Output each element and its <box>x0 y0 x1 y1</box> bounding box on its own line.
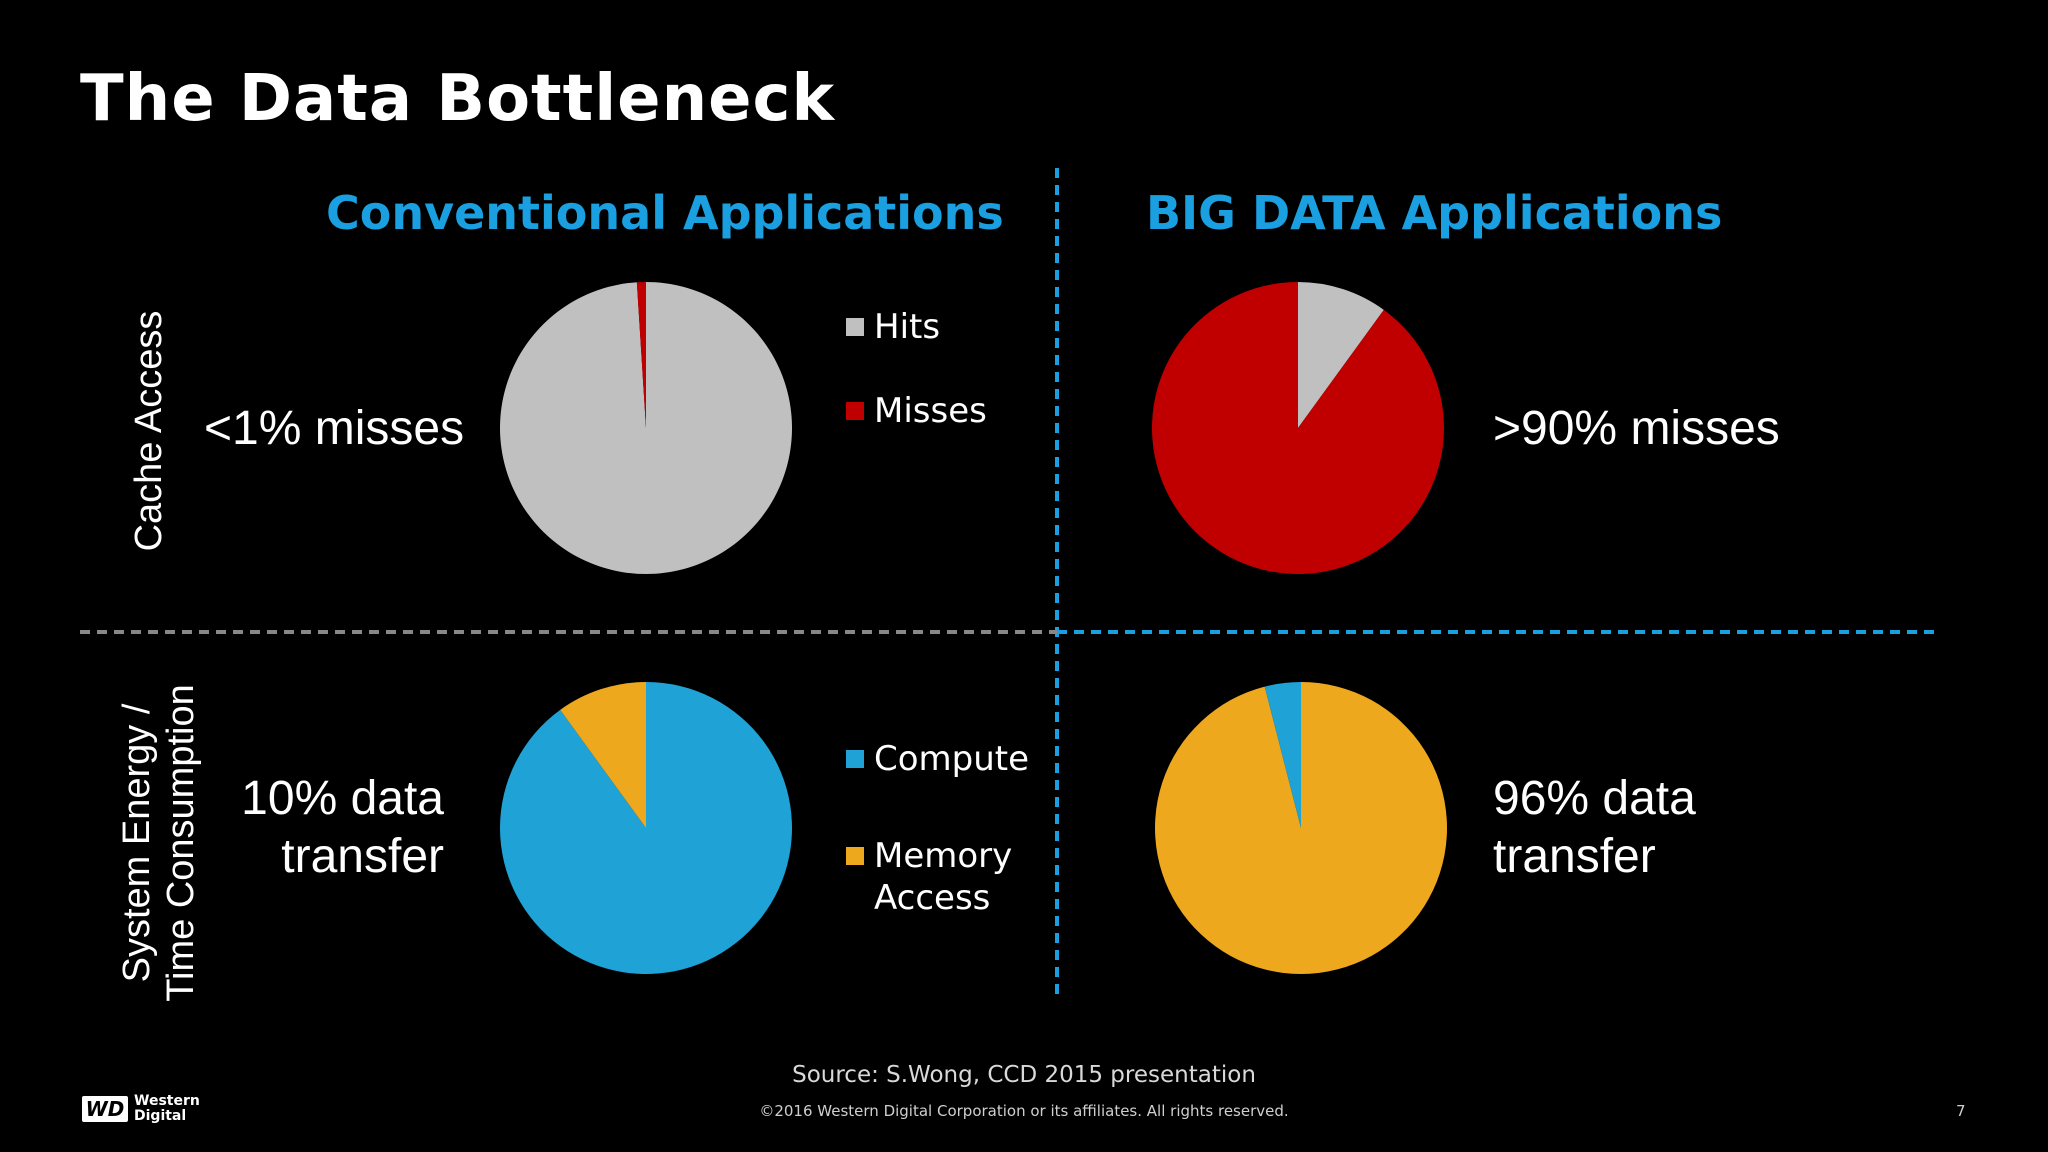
legend-label-hits: Hits <box>874 307 941 347</box>
pie-slice-memory-access <box>560 682 646 828</box>
legend-swatch-memory-access <box>846 847 864 865</box>
legend-label-misses: Misses <box>874 391 987 431</box>
bigdata-energy-annotation-line2: transfer <box>1493 830 1656 883</box>
legend-label-memory-line1: Memory <box>874 836 1013 876</box>
logo-wordmark-line1: Western <box>134 1093 200 1109</box>
column-heading-conventional: Conventional Applications <box>326 186 1004 240</box>
bigdata-energy-annotation-line1: 96% data <box>1493 772 1696 825</box>
legend-swatch-hits <box>846 318 864 336</box>
pie-slice-hits <box>1298 282 1384 428</box>
pie-slice-compute <box>1264 682 1301 828</box>
source-citation: Source: S.Wong, CCD 2015 presentation <box>792 1062 1256 1088</box>
pie-chart-bigdata-cache <box>1152 282 1444 574</box>
logo-mark: WD <box>82 1096 128 1122</box>
bigdata-energy-annotation: 96% data transfer <box>1493 770 1696 886</box>
pie-slice-misses <box>636 282 646 428</box>
pie-slice-misses <box>1152 282 1444 574</box>
conventional-cache-annotation: <1% misses <box>204 402 465 455</box>
conventional-energy-annotation: 10% data transfer <box>200 770 444 886</box>
logo-wordmark: Western Digital <box>134 1094 200 1124</box>
conventional-energy-annotation-line2: transfer <box>281 830 444 883</box>
column-heading-big-data: BIG DATA Applications <box>1146 186 1723 240</box>
logo-wordmark-line2: Digital <box>134 1108 187 1124</box>
conventional-energy-annotation-line1: 10% data <box>241 772 444 825</box>
legend-swatch-misses <box>846 402 864 420</box>
legend-label-compute: Compute <box>874 739 1030 779</box>
page-number: 7 <box>1956 1102 1966 1120</box>
pie-slice-compute <box>499 682 792 974</box>
bigdata-cache-annotation: >90% misses <box>1493 402 1780 455</box>
pie-chart-conventional-energy <box>499 682 792 974</box>
copyright-notice: ©2016 Western Digital Corporation or its… <box>759 1102 1289 1120</box>
pie-chart-bigdata-energy <box>1155 682 1447 974</box>
legend-label-memory-line2: Access <box>874 878 991 918</box>
slide-title: The Data Bottleneck <box>80 62 836 136</box>
western-digital-logo: WD Western Digital <box>82 1094 208 1126</box>
legend-label-memory-access: Memory Access <box>874 835 1012 919</box>
pie-chart-conventional-cache <box>500 282 792 574</box>
legend-swatch-compute <box>846 750 864 768</box>
